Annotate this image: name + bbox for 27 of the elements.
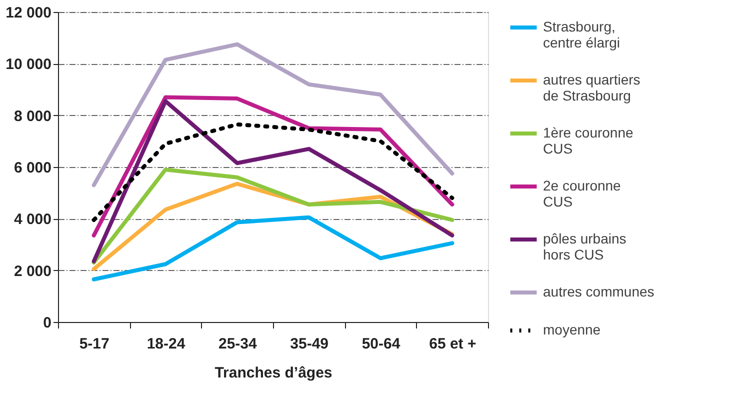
line-series: [92, 168, 454, 265]
x-tick-label: 65 et +: [429, 336, 476, 352]
line-series: [92, 99, 454, 264]
y-tick-label: 6 000: [14, 160, 52, 176]
x-axis-title: Tranches d’âges: [214, 364, 332, 382]
x-tick-label: 50-64: [362, 336, 401, 352]
y-tick-label: 12 000: [6, 4, 52, 22]
line-series: [92, 215, 454, 282]
legend-label: autres quartiers de Strasbourg: [543, 72, 640, 104]
x-tick-label: 18-24: [146, 336, 186, 352]
line-series: [92, 42, 454, 188]
x-tick-label: 25-34: [218, 336, 258, 352]
legend-label: 1ère couronne CUS: [543, 124, 634, 156]
x-tick-label: 35-49: [290, 336, 329, 352]
y-tick-label: 8 000: [14, 108, 52, 125]
y-tick-label: 0: [43, 314, 52, 332]
legend-label: autres communes: [543, 284, 654, 300]
line-series: [92, 95, 454, 238]
y-tick-label: 4 000: [14, 211, 52, 228]
y-tick-label: 2 000: [14, 262, 52, 280]
legend-label: Strasbourg, centre élargi: [543, 18, 620, 50]
legend-label: pôles urbains hors CUS: [543, 230, 626, 262]
x-tick-label: 5-17: [79, 336, 110, 352]
y-tick-label: 10 000: [6, 56, 52, 74]
line-series: [92, 122, 454, 222]
legend-label: 2e couronne CUS: [543, 178, 622, 210]
legend-label: moyenne: [543, 322, 601, 338]
